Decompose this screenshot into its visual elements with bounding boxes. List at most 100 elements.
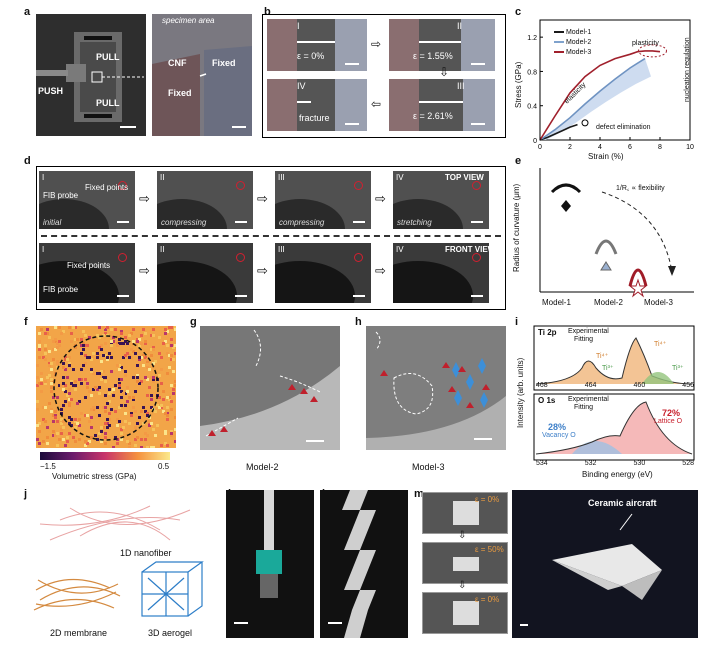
stress-pixel (70, 382, 73, 385)
tensile-sequence: I ε = 0% II ε = 1.55% IV fracture III ε … (262, 14, 506, 138)
stress-pixel (56, 432, 59, 435)
stress-pixel (152, 446, 155, 449)
stress-pixel (146, 414, 149, 417)
arrow-right-icon: ⇨ (139, 191, 150, 206)
arrow-right-icon: ⇨ (257, 191, 268, 206)
stress-pixel (104, 376, 107, 379)
stress-pixel (152, 334, 155, 337)
stress-pixel (106, 356, 109, 359)
arrow-right-icon: ⇨ (371, 37, 382, 51)
stress-pixel (144, 340, 147, 343)
stress-pixel (38, 346, 41, 349)
stress-pixel (82, 342, 85, 345)
ti-xticks: 468 464 460 456 (536, 382, 694, 389)
stress-pixel (146, 446, 149, 449)
stress-pixel (146, 394, 149, 397)
frame-I: I ε = 0% (267, 19, 367, 71)
stress-pixel (170, 408, 173, 411)
stress-pixel (104, 394, 107, 397)
stress-pixel (112, 340, 115, 343)
stress-pixel (54, 338, 57, 341)
stress-pixel (98, 432, 101, 435)
stress-pixel (146, 434, 149, 437)
stress-pixel (136, 376, 139, 379)
stress-pixel (140, 334, 143, 337)
stress-pixel (104, 354, 107, 357)
stress-pixel (54, 410, 57, 413)
stress-pixel (124, 404, 127, 407)
ti4-peak-a: Ti⁴⁺ (596, 353, 609, 360)
stress-pixel (88, 336, 91, 339)
stress-pixel (52, 434, 55, 437)
cbar-label: Volumetric stress (GPa) (52, 472, 137, 481)
stress-pixel (68, 398, 71, 401)
compression-sequence: ε = 0% ⇩ ε = 50% ⇩ ε = 0% (414, 490, 510, 640)
stress-pixel (172, 370, 175, 373)
stress-pixel (164, 442, 167, 445)
stress-pixel (110, 342, 113, 345)
stress-pixel (104, 422, 107, 425)
frame-III-strain: ε = 2.61% (413, 111, 453, 121)
stress-pixel (80, 368, 83, 371)
stress-pixel (92, 388, 95, 391)
stress-pixel (104, 332, 107, 335)
stress-pixel (172, 388, 175, 391)
stress-pixel (88, 390, 91, 393)
stress-pixel (134, 426, 137, 429)
fib-probe-top: FIB probe (43, 191, 79, 200)
stress-pixel (108, 392, 111, 395)
stress-pixel (124, 374, 127, 377)
stress-pixel (166, 344, 169, 347)
stress-pixel (130, 414, 133, 417)
stress-pixel (172, 346, 175, 349)
frame-num: II (160, 173, 165, 182)
stress-pixel (174, 416, 177, 419)
stress-pixel (36, 424, 39, 427)
stress-pixel (146, 360, 149, 363)
stress-pixel (54, 340, 57, 343)
stress-pixel (134, 352, 137, 355)
y-tick-label-0: 0 (533, 138, 537, 145)
stress-pixel (158, 406, 161, 409)
stress-pixel (36, 376, 39, 379)
stress-pixel (124, 354, 127, 357)
stress-pixel (174, 328, 177, 331)
stress-pixel (80, 344, 83, 347)
stress-pixel (38, 344, 41, 347)
stress-pixel (152, 348, 155, 351)
stress-pixel (84, 334, 87, 337)
fixed-point-marker (118, 253, 127, 262)
stress-pixel (100, 370, 103, 373)
stress-pixel (128, 446, 131, 449)
stress-pixel (82, 364, 85, 367)
stress-pixel (52, 430, 55, 433)
stress-pixel (136, 374, 139, 377)
paper-plane-drawing (520, 513, 662, 626)
stress-pixel (96, 334, 99, 337)
frame-caption: initial (43, 218, 62, 227)
fixed-point-marker (236, 253, 245, 262)
stress-pixel (132, 328, 135, 331)
stress-pixel (120, 428, 123, 431)
frame-num: I (42, 173, 45, 182)
stress-pixel (170, 430, 173, 433)
stress-pixel (86, 356, 89, 359)
legend-item-model-1: Model-1 (554, 28, 591, 38)
stress-pixel (150, 376, 153, 379)
m-strain-1: ε = 0% (475, 495, 500, 504)
stress-pixel (44, 382, 47, 385)
stress-pixel (94, 434, 97, 437)
stress-pixel (40, 390, 43, 393)
stress-pixel (56, 396, 59, 399)
x-tick-label-0: 0 (538, 144, 542, 151)
stress-pixel (44, 406, 47, 409)
curvature-svg (539, 168, 694, 298)
stress-pixel (110, 344, 113, 347)
frame-III-num: III (457, 81, 465, 91)
stress-pixel (88, 440, 91, 443)
xps-panel: Ti 2p Experimental Fitting Ti⁴⁺ Ti³⁺ Ti⁴… (512, 324, 698, 482)
stress-pixel (62, 376, 65, 379)
stress-pixel (130, 332, 133, 335)
series-line-2 (539, 57, 646, 141)
stress-pixel (166, 372, 169, 375)
